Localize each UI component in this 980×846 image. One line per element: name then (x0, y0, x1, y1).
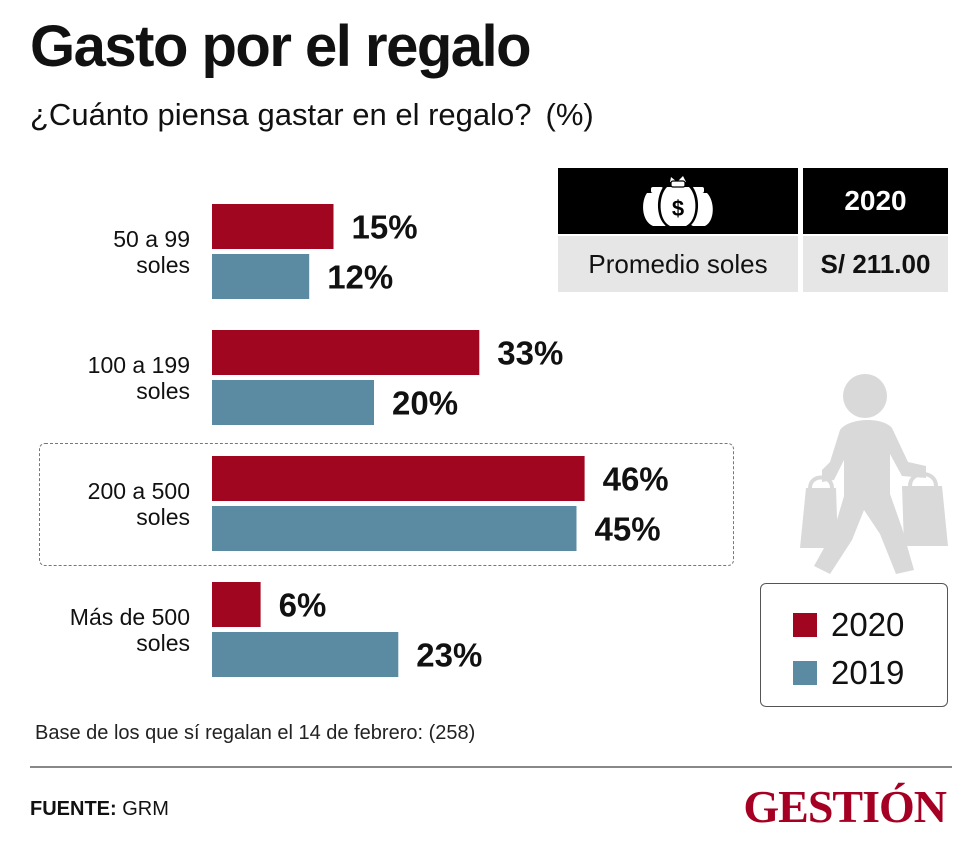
bar-2020 (212, 582, 261, 627)
bar-2019 (212, 380, 374, 425)
bar-value-label: 46% (603, 461, 669, 498)
average-table-value: S/ 211.00 (803, 236, 948, 292)
average-table-icon-cell: $ (558, 168, 798, 234)
legend-item-2020: 2020 (793, 606, 904, 644)
bar-2020 (212, 204, 334, 249)
bar-2019 (212, 254, 310, 299)
footer-divider (30, 766, 952, 768)
bar-value-label: 33% (497, 335, 563, 372)
chart-subtitle: ¿Cuánto piensa gastar en el regalo? (%) (30, 97, 594, 133)
category-label-line: soles (136, 629, 190, 656)
subtitle-text: ¿Cuánto piensa gastar en el regalo? (30, 97, 532, 132)
bar-value-label: 15% (352, 209, 418, 246)
base-note: Base de los que sí regalan el 14 de febr… (35, 722, 476, 744)
category-label-line: 50 a 99 (113, 225, 190, 252)
category-label-line: soles (136, 377, 190, 404)
category-label: 100 a 199 soles (30, 352, 190, 404)
category-label-line: Más de 500 (69, 603, 190, 630)
shopper-icon (800, 374, 948, 574)
bar-value-label: 6% (279, 587, 327, 624)
average-table-year: 2020 (803, 168, 948, 234)
category-label-line: soles (136, 251, 190, 278)
average-table-label: Promedio soles (558, 236, 798, 292)
bar-value-label: 20% (392, 385, 458, 422)
bar-value-label: 45% (595, 511, 661, 548)
legend-swatch-2019 (793, 661, 817, 685)
chart-title: Gasto por el regalo (30, 14, 532, 79)
source-line: FUENTE: GRM (30, 798, 169, 821)
category-label-line: 200 a 500 (87, 477, 190, 504)
category-label: 50 a 99 soles (30, 226, 190, 278)
bar-value-label: 12% (327, 259, 393, 296)
category-label-line: 100 a 199 (87, 351, 190, 378)
category-label: Más de 500 soles (30, 604, 190, 656)
bar-value-label: 23% (416, 637, 482, 674)
legend-label-2019: 2019 (831, 654, 905, 691)
category-label: 200 a 500 soles (30, 478, 190, 530)
subtitle-unit: (%) (545, 97, 594, 132)
bar-2020 (212, 330, 480, 375)
svg-text:$: $ (672, 196, 684, 221)
bar-2019 (212, 632, 399, 677)
brand-logo: GESTIÓN (743, 781, 947, 832)
legend: 2020 2019 (760, 583, 948, 707)
category-label-line: soles (136, 503, 190, 530)
bar-2020 (212, 456, 585, 501)
money-bags-icon: $ (643, 176, 713, 228)
source-value: GRM (122, 798, 169, 820)
legend-item-2019: 2019 (793, 654, 904, 692)
source-key: FUENTE: (30, 798, 117, 820)
highlight-box (39, 443, 734, 566)
bar-chart: 15% 12% 33% 20% 46% 45% 6% 23% (212, 204, 669, 677)
bar-2019 (212, 506, 577, 551)
legend-swatch-2020 (793, 613, 817, 637)
legend-label-2020: 2020 (831, 606, 905, 643)
